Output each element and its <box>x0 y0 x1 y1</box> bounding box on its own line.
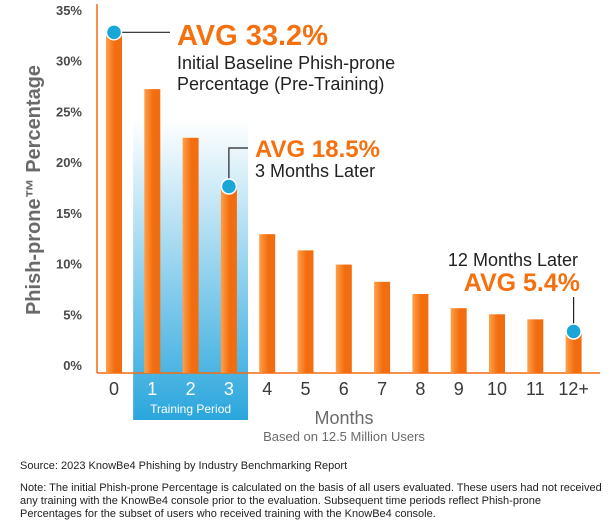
y-tick-label: 35% <box>56 3 82 18</box>
bar-chart: Training Period 0% 5% 10% 15% 20% 25% 30% 35% Phi… <box>23 3 600 444</box>
x-tick-label: 5 <box>300 379 310 399</box>
y-tick-label: 0% <box>63 358 82 373</box>
source-text: Source: 2023 KnowBe4 Phishing by Industr… <box>20 460 348 472</box>
callout-avg-text: AVG 5.4% <box>464 269 580 297</box>
y-tick-label: 5% <box>63 307 82 322</box>
bar <box>297 250 314 373</box>
bar <box>565 331 582 373</box>
callout-text: Percentage (Pre-Training) <box>177 74 384 94</box>
bar <box>527 319 544 373</box>
bar <box>335 264 352 373</box>
data-marker <box>565 323 582 340</box>
x-axis-subtitle: Based on 12.5 Million Users <box>263 429 425 444</box>
callout-text: 3 Months Later <box>255 161 375 181</box>
bar <box>374 281 391 373</box>
bar <box>412 294 429 373</box>
x-tick-label: 0 <box>109 379 119 399</box>
data-marker <box>220 178 238 195</box>
bar <box>106 32 122 374</box>
x-tick-label: 7 <box>377 379 387 399</box>
x-tick-label: 9 <box>454 379 464 399</box>
y-tick-label: 10% <box>56 257 82 272</box>
y-axis-title: Phish-prone™ Percentage <box>23 65 45 315</box>
training-period-label: Training Period <box>150 402 231 416</box>
y-tick-label: 30% <box>56 54 82 69</box>
x-tick-label: 8 <box>415 379 425 399</box>
x-tick-label: 3 <box>224 379 234 399</box>
callout-text: Initial Baseline Phish-prone <box>177 53 395 73</box>
x-tick-label: 12+ <box>558 379 589 399</box>
bar <box>220 186 237 373</box>
note-text: Note: The initial Phish-prone Percentage… <box>20 482 602 520</box>
x-tick-label: 1 <box>147 379 157 399</box>
x-axis-title: Months <box>314 408 373 428</box>
y-tick-label: 25% <box>56 104 82 119</box>
callout-avg-text: AVG 18.5% <box>255 136 380 163</box>
y-tick-label: 15% <box>56 206 82 221</box>
x-tick-label: 6 <box>339 379 349 399</box>
bar <box>450 308 467 373</box>
callout-leader-line <box>228 147 248 181</box>
x-tick-label: 11 <box>526 379 545 399</box>
callout-text: 12 Months Later <box>448 250 578 270</box>
data-marker <box>105 24 123 41</box>
callout-avg-text: AVG 33.2% <box>177 20 328 52</box>
y-tick-label: 20% <box>56 155 82 170</box>
bar <box>144 89 161 373</box>
bar <box>489 314 505 373</box>
bar <box>259 234 276 373</box>
x-tick-label: 10 <box>487 379 507 399</box>
x-tick-label: 2 <box>186 379 196 399</box>
bar <box>182 137 199 373</box>
x-tick-label: 4 <box>262 379 272 399</box>
